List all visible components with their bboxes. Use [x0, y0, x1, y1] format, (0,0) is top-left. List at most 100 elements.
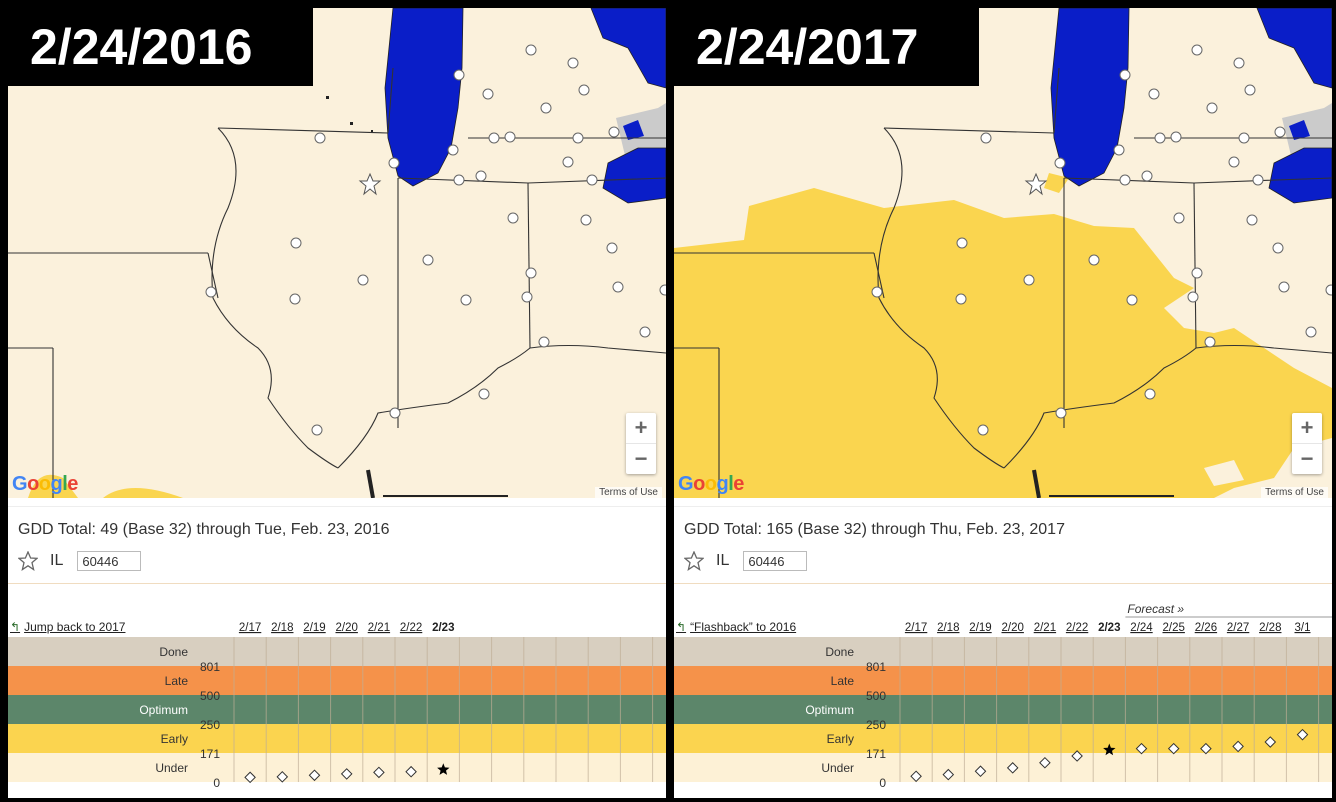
gdd-info: GDD Total: 49 (Base 32) through Tue, Feb…	[8, 506, 666, 584]
date-tick-label[interactable]: 2/19	[969, 622, 991, 634]
data-point	[244, 771, 256, 784]
date-tick-label[interactable]: 2/18	[271, 622, 293, 634]
data-point	[1167, 742, 1180, 755]
date-tick-label[interactable]: 2/20	[336, 622, 358, 634]
threshold-label: 801	[200, 660, 220, 674]
date-banner: 2/24/2017	[674, 8, 979, 86]
date-tick-label[interactable]: 2/17	[905, 622, 927, 634]
location-row: IL	[18, 551, 142, 571]
jump-back-link[interactable]: ↰ Jump back to 2017	[10, 620, 125, 634]
date-tick-label[interactable]: 2/19	[303, 622, 325, 634]
terms-of-use-link[interactable]: Terms of Use	[595, 487, 662, 498]
band-label: Early	[827, 732, 854, 746]
gdd-band-chart: Done Late Optimum Early Under 801 500 250 171 0 2/…	[674, 602, 1332, 790]
zoom-in-button[interactable]: +	[1300, 415, 1314, 440]
forecast-label: Forecast »	[1127, 602, 1184, 616]
date-tick-label[interactable]: 2/23	[432, 622, 454, 634]
zoom-control: + −	[626, 413, 656, 474]
gdd-total-text: GDD Total: 165 (Base 32) through Thu, Fe…	[684, 521, 1065, 538]
data-point	[1264, 736, 1277, 748]
zip-input[interactable]	[743, 551, 808, 571]
band-label: Early	[161, 732, 188, 746]
threshold-label: 0	[879, 776, 886, 790]
jump-arrow-icon: ↰	[676, 620, 687, 634]
band-optimum	[674, 695, 1332, 724]
data-point	[1039, 756, 1051, 769]
date-tick-label[interactable]: 2/18	[937, 622, 959, 634]
date-tick-label[interactable]: 2/17	[239, 622, 261, 634]
date-tick-label[interactable]: 2/22	[1066, 622, 1088, 634]
band-late	[8, 666, 666, 695]
threshold-label: 171	[866, 747, 886, 761]
location-row: IL	[684, 551, 808, 571]
current-point-star	[437, 763, 450, 775]
threshold-label: 0	[213, 776, 220, 790]
date-tick-label[interactable]: 2/28	[1259, 622, 1281, 634]
threshold-label: 500	[200, 689, 220, 703]
flashback-link[interactable]: ↰ “Flashback” to 2016	[676, 620, 796, 634]
band-early	[8, 724, 666, 753]
data-point	[1296, 728, 1309, 741]
zoom-in-button[interactable]: +	[634, 415, 648, 440]
date-tick-label[interactable]: 2/22	[400, 622, 422, 634]
data-point	[1006, 762, 1019, 774]
data-point	[974, 765, 987, 778]
gdd-total-text: GDD Total: 49 (Base 32) through Tue, Feb…	[18, 521, 390, 538]
threshold-label: 801	[866, 660, 886, 674]
current-point-star	[1103, 743, 1116, 756]
band-under	[674, 753, 1332, 782]
zoom-out-button[interactable]: −	[1292, 443, 1322, 474]
band-late	[674, 666, 1332, 695]
data-point	[1232, 740, 1244, 753]
threshold-label: 500	[866, 689, 886, 703]
gdd-info: GDD Total: 165 (Base 32) through Thu, Fe…	[674, 506, 1332, 584]
flashback-label: “Flashback” to 2016	[690, 620, 797, 634]
data-point	[405, 765, 417, 778]
map-canvas	[674, 8, 1332, 498]
panel-2017: 2/24/2017 + − Google Terms of Use GDD To…	[674, 8, 1332, 798]
date-tick-label[interactable]: 2/21	[368, 622, 390, 634]
band-early	[674, 724, 1332, 753]
map[interactable]: 2/24/2017 + − Google Terms of Use	[674, 8, 1332, 498]
zip-input[interactable]	[77, 551, 142, 571]
data-point	[1200, 742, 1212, 755]
date-tick-label[interactable]: 2/21	[1034, 622, 1056, 634]
band-under	[8, 753, 666, 782]
google-logo: Google	[678, 473, 744, 495]
band-label: Optimum	[805, 703, 854, 717]
favorite-star-icon[interactable]	[18, 551, 38, 571]
band-optimum	[8, 695, 666, 724]
date-tick-label[interactable]: 2/27	[1227, 622, 1249, 634]
data-point	[1071, 750, 1083, 762]
band-label: Late	[831, 674, 855, 688]
band-label: Done	[825, 645, 854, 659]
band-done	[674, 637, 1332, 666]
gdd-chart: Done Late Optimum Early Under 801 500 250 171 0 2/…	[674, 590, 1332, 798]
date-tick-label[interactable]: 2/25	[1163, 622, 1185, 634]
date-banner: 2/24/2016	[8, 8, 313, 86]
date-tick-label[interactable]: 2/26	[1195, 622, 1217, 634]
jump-arrow-icon: ↰	[10, 620, 21, 634]
data-point	[942, 768, 955, 781]
gdd-chart: Done Late Optimum Early Under 801 500 250 171 0 2/…	[8, 590, 666, 798]
terms-of-use-link[interactable]: Terms of Use	[1261, 487, 1328, 498]
date-tick-label[interactable]: 2/20	[1002, 622, 1024, 634]
band-label: Late	[165, 674, 189, 688]
jump-back-label: Jump back to 2017	[24, 620, 126, 634]
zoom-out-button[interactable]: −	[626, 443, 656, 474]
threshold-label: 250	[200, 718, 220, 732]
band-label: Under	[821, 761, 854, 775]
data-point	[373, 766, 385, 779]
data-point	[276, 771, 289, 783]
date-tick-label[interactable]: 3/1	[1295, 622, 1311, 634]
threshold-label: 250	[866, 718, 886, 732]
data-point	[1135, 742, 1148, 755]
state-label: IL	[716, 552, 730, 569]
date-tick-label[interactable]: 2/23	[1098, 622, 1120, 634]
map[interactable]: 2/24/2016 + − Google Terms of Use	[8, 8, 666, 498]
zoom-control: + −	[1292, 413, 1322, 474]
date-tick-label[interactable]: 2/24	[1130, 622, 1153, 634]
data-point	[308, 769, 321, 782]
gdd-band-chart: Done Late Optimum Early Under 801 500 250 171 0 2/…	[8, 622, 666, 790]
favorite-star-icon[interactable]	[684, 551, 704, 571]
